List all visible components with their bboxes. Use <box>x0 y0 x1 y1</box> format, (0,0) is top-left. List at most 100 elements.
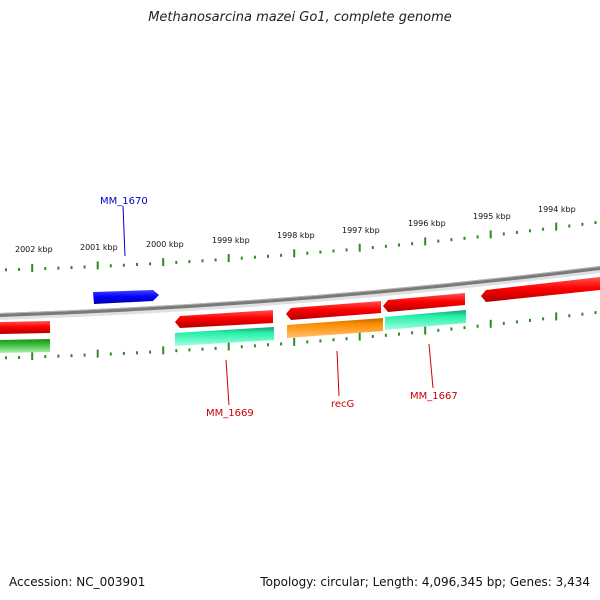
ruler-minor-tick <box>476 324 479 328</box>
ruler-minor-tick <box>280 342 283 346</box>
ruler-minor-tick <box>122 263 125 267</box>
ruler-major-tick <box>424 237 427 246</box>
ruler-minor-tick <box>83 265 86 269</box>
label-mm-1669: MM_1669 <box>206 408 254 419</box>
ruler-minor-tick <box>57 266 60 270</box>
accession-text: Accession: NC_003901 <box>9 575 146 589</box>
ruler-minor-tick <box>594 311 597 315</box>
ruler-minor-tick <box>437 239 440 243</box>
ruler-minor-tick <box>149 262 152 266</box>
ruler-minor-tick <box>214 346 217 350</box>
leader-recg <box>336 350 340 397</box>
ruler-major-tick <box>162 258 165 267</box>
ruler-minor-tick <box>18 356 21 359</box>
label-recg: recG <box>331 399 354 410</box>
ruler-major-tick <box>31 352 34 360</box>
label-mm-1670: MM_1670 <box>100 196 148 207</box>
ruler-major-tick <box>489 230 492 239</box>
ruler-label-1994: 1994 kbp <box>538 205 576 214</box>
map-title: Methanosarcina mazei Go1, complete genom… <box>148 10 452 25</box>
ruler-minor-tick <box>175 260 178 264</box>
ruler-minor-tick <box>581 222 584 226</box>
ruler-minor-tick <box>306 340 309 344</box>
ruler-label-1998: 1998 kbp <box>277 231 315 240</box>
ruler-label-2002: 2002 kbp <box>15 245 53 254</box>
label-mm-1667: MM_1667 <box>410 391 458 402</box>
ruler-minor-tick <box>240 345 243 349</box>
ruler-minor-tick <box>267 343 269 347</box>
ruler-major-tick <box>227 342 230 351</box>
gene-red-left[interactable] <box>0 321 50 334</box>
ruler-minor-tick <box>319 339 322 343</box>
inner-ruler-ticks <box>5 311 597 360</box>
gene-green-left[interactable] <box>0 339 50 353</box>
gene-mm-1669[interactable] <box>175 327 274 346</box>
ruler-major-tick <box>293 337 296 346</box>
ruler-major-tick <box>227 254 230 263</box>
ruler-major-tick <box>96 261 99 270</box>
ruler-minor-tick <box>450 327 453 331</box>
ruler-label-2000: 2000 kbp <box>146 240 184 249</box>
ruler-minor-tick <box>411 331 414 335</box>
outer-ruler-ticks <box>5 221 597 272</box>
ruler-major-tick <box>358 332 361 341</box>
ruler-minor-tick <box>18 267 21 271</box>
ruler-minor-tick <box>398 243 400 247</box>
ruler-minor-tick <box>345 337 348 341</box>
ruler-minor-tick <box>450 238 453 242</box>
ruler-minor-tick <box>5 268 7 272</box>
gene-red-recg-neighbor[interactable] <box>286 301 381 320</box>
ruler-minor-tick <box>371 335 374 338</box>
ruler-minor-tick <box>332 338 335 342</box>
backbone-highlight <box>0 266 600 314</box>
ruler-major-tick <box>31 264 34 272</box>
ruler-minor-tick <box>83 353 86 357</box>
ruler-minor-tick <box>70 354 73 358</box>
gene-mm-1670[interactable] <box>93 290 159 304</box>
ruler-minor-tick <box>306 251 309 255</box>
ruler-minor-tick <box>332 249 335 253</box>
ruler-major-tick <box>162 346 165 355</box>
ruler-minor-tick <box>280 253 283 257</box>
ruler-minor-tick <box>384 333 387 337</box>
ruler-major-tick <box>489 319 492 328</box>
ruler-minor-tick <box>463 326 466 330</box>
gene-red-mm-1667-neighbor[interactable] <box>383 293 465 312</box>
ruler-minor-tick <box>70 266 73 270</box>
ruler-minor-tick <box>463 236 466 240</box>
ruler-major-tick <box>293 249 296 258</box>
ruler-minor-tick <box>384 244 387 248</box>
leader-mm-1670 <box>122 205 126 257</box>
ruler-minor-tick <box>581 312 584 316</box>
gene-recg[interactable] <box>287 318 383 338</box>
ruler-minor-tick <box>240 256 243 260</box>
genome-backbone <box>0 266 600 317</box>
ruler-label-1995: 1995 kbp <box>473 212 511 221</box>
gene-mm-1667[interactable] <box>385 310 466 330</box>
ruler-minor-tick <box>529 318 531 322</box>
ruler-minor-tick <box>44 355 47 359</box>
ruler-label-2001: 2001 kbp <box>80 243 118 252</box>
gene-mm-1669-neighbor[interactable] <box>175 310 273 328</box>
ruler-minor-tick <box>122 351 125 355</box>
ruler-minor-tick <box>542 317 545 321</box>
ruler-minor-tick <box>437 328 440 332</box>
ruler-major-tick <box>555 312 558 321</box>
ruler-minor-tick <box>214 258 217 262</box>
ruler-minor-tick <box>175 349 178 353</box>
ruler-minor-tick <box>267 254 269 258</box>
ruler-minor-tick <box>44 267 47 271</box>
ruler-minor-tick <box>594 221 597 225</box>
ruler-minor-tick <box>515 320 518 324</box>
ruler-minor-tick <box>57 354 60 358</box>
gene-red-right[interactable] <box>481 277 600 302</box>
ruler-major-tick <box>424 326 427 335</box>
leader-mm-1667 <box>428 343 434 389</box>
ruler-minor-tick <box>109 264 112 268</box>
ruler-minor-tick <box>253 344 256 348</box>
ruler-minor-tick <box>5 356 7 360</box>
ruler-minor-tick <box>109 352 112 356</box>
ruler-minor-tick <box>149 350 152 354</box>
ruler-minor-tick <box>568 224 571 228</box>
